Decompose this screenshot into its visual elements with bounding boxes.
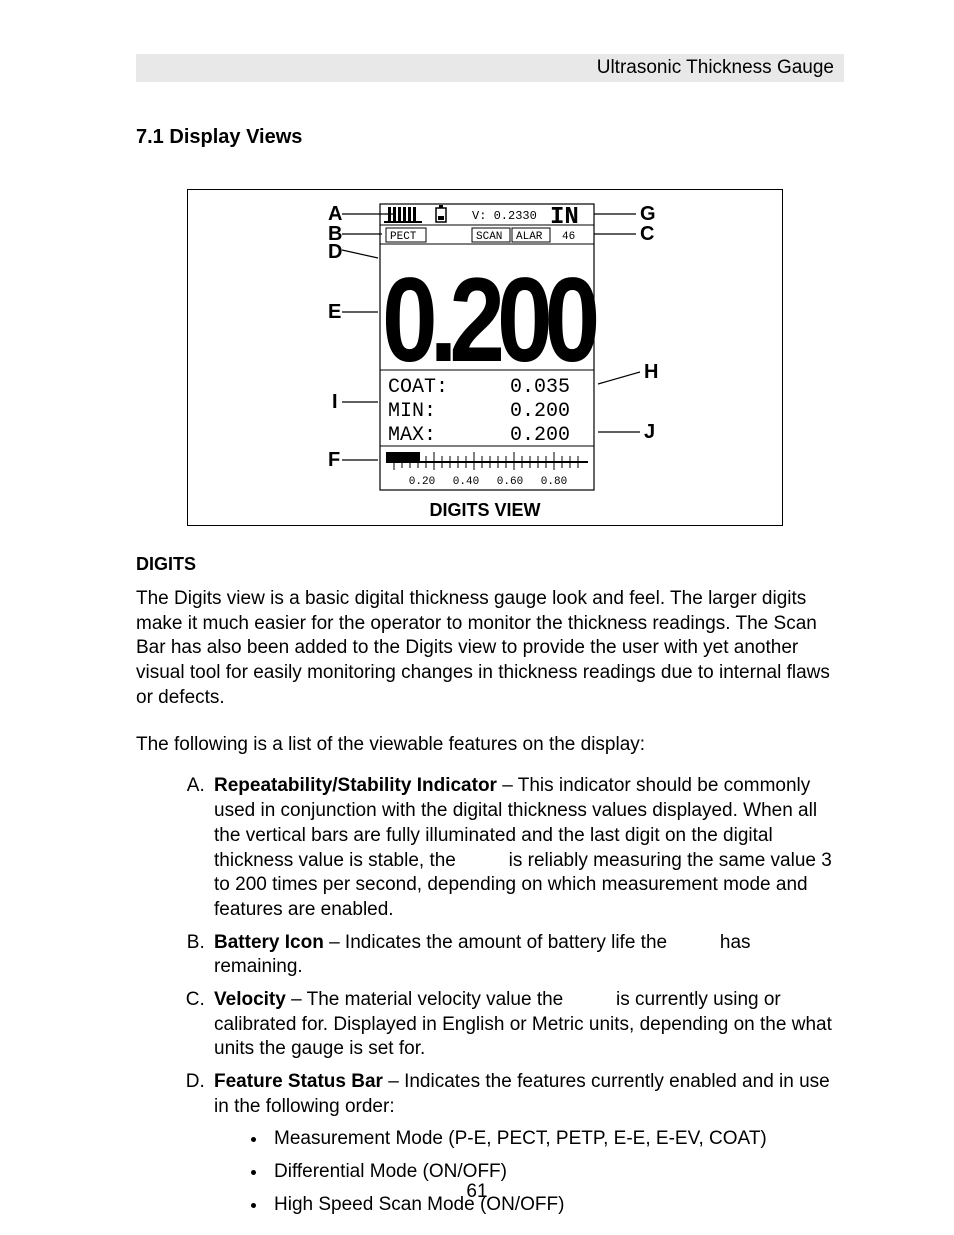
- status-bar: PECT SCAN ALAR 46: [386, 228, 575, 243]
- stability-bars-icon: [384, 207, 422, 222]
- paragraph-1: The Digits view is a basic digital thick…: [136, 587, 834, 710]
- row-max-value: 0.200: [510, 424, 570, 447]
- sub-item: Measurement Mode (P-E, PECT, PETP, E-E, …: [268, 1127, 834, 1152]
- blank: [461, 850, 503, 871]
- feature-list: Repeatability/Stability Indicator – This…: [210, 774, 834, 1217]
- scale-bar: 0.20 0.40 0.60 0.80: [386, 452, 588, 488]
- status-num: 46: [562, 231, 575, 243]
- figure-caption: DIGITS VIEW: [200, 500, 770, 521]
- sub-list: Measurement Mode (P-E, PECT, PETP, E-E, …: [268, 1127, 834, 1217]
- velocity-value: V: 0.2330: [472, 209, 537, 223]
- text: – The material velocity value the: [286, 989, 569, 1010]
- status-alar: ALAR: [516, 231, 543, 243]
- row-min-label: MIN:: [388, 400, 436, 423]
- list-item: Battery Icon – Indicates the amount of b…: [210, 931, 834, 980]
- callout-I: I: [332, 391, 338, 413]
- paragraph-2: The following is a list of the viewable …: [136, 734, 834, 756]
- digits-view-diagram: A B D E I F G C H J: [250, 198, 720, 498]
- term: Feature Status Bar: [214, 1071, 383, 1092]
- figure-container: A B D E I F G C H J: [187, 189, 783, 526]
- term: Repeatability/Stability Indicator: [214, 775, 497, 796]
- callout-C: C: [640, 223, 654, 245]
- callout-G: G: [640, 203, 656, 225]
- callout-H: H: [644, 361, 658, 383]
- list-item: Repeatability/Stability Indicator – This…: [210, 774, 834, 922]
- term: Battery Icon: [214, 932, 324, 953]
- status-scan: SCAN: [476, 231, 502, 243]
- battery-icon: [436, 205, 446, 222]
- callout-A: A: [328, 203, 342, 225]
- text: – Indicates the amount of battery life t…: [324, 932, 673, 953]
- tick-1: 0.40: [453, 476, 479, 488]
- section-title: 7.1 Display Views: [136, 126, 834, 149]
- status-pect: PECT: [390, 231, 417, 243]
- unit-label: IN: [550, 204, 579, 231]
- row-max-label: MAX:: [388, 424, 436, 447]
- page-number: 61: [0, 1181, 954, 1203]
- tick-3: 0.80: [541, 476, 567, 488]
- row-coat-value: 0.035: [510, 376, 570, 399]
- blank: [569, 989, 611, 1010]
- blank: [672, 932, 714, 953]
- row-min-value: 0.200: [510, 400, 570, 423]
- section-name: Display Views: [169, 126, 302, 148]
- callout-D: D: [328, 241, 342, 263]
- callout-E: E: [328, 301, 341, 323]
- callout-F: F: [328, 449, 340, 471]
- main-reading: 0.200: [382, 254, 596, 388]
- row-coat-label: COAT:: [388, 376, 448, 399]
- sub-heading: DIGITS: [136, 554, 834, 575]
- tick-2: 0.60: [497, 476, 523, 488]
- tick-0: 0.20: [409, 476, 435, 488]
- section-number: 7.1: [136, 126, 164, 148]
- callout-J: J: [644, 421, 655, 443]
- list-item: Velocity – The material velocity value t…: [210, 988, 834, 1062]
- header-title: Ultrasonic Thickness Gauge: [136, 54, 844, 82]
- term: Velocity: [214, 989, 286, 1010]
